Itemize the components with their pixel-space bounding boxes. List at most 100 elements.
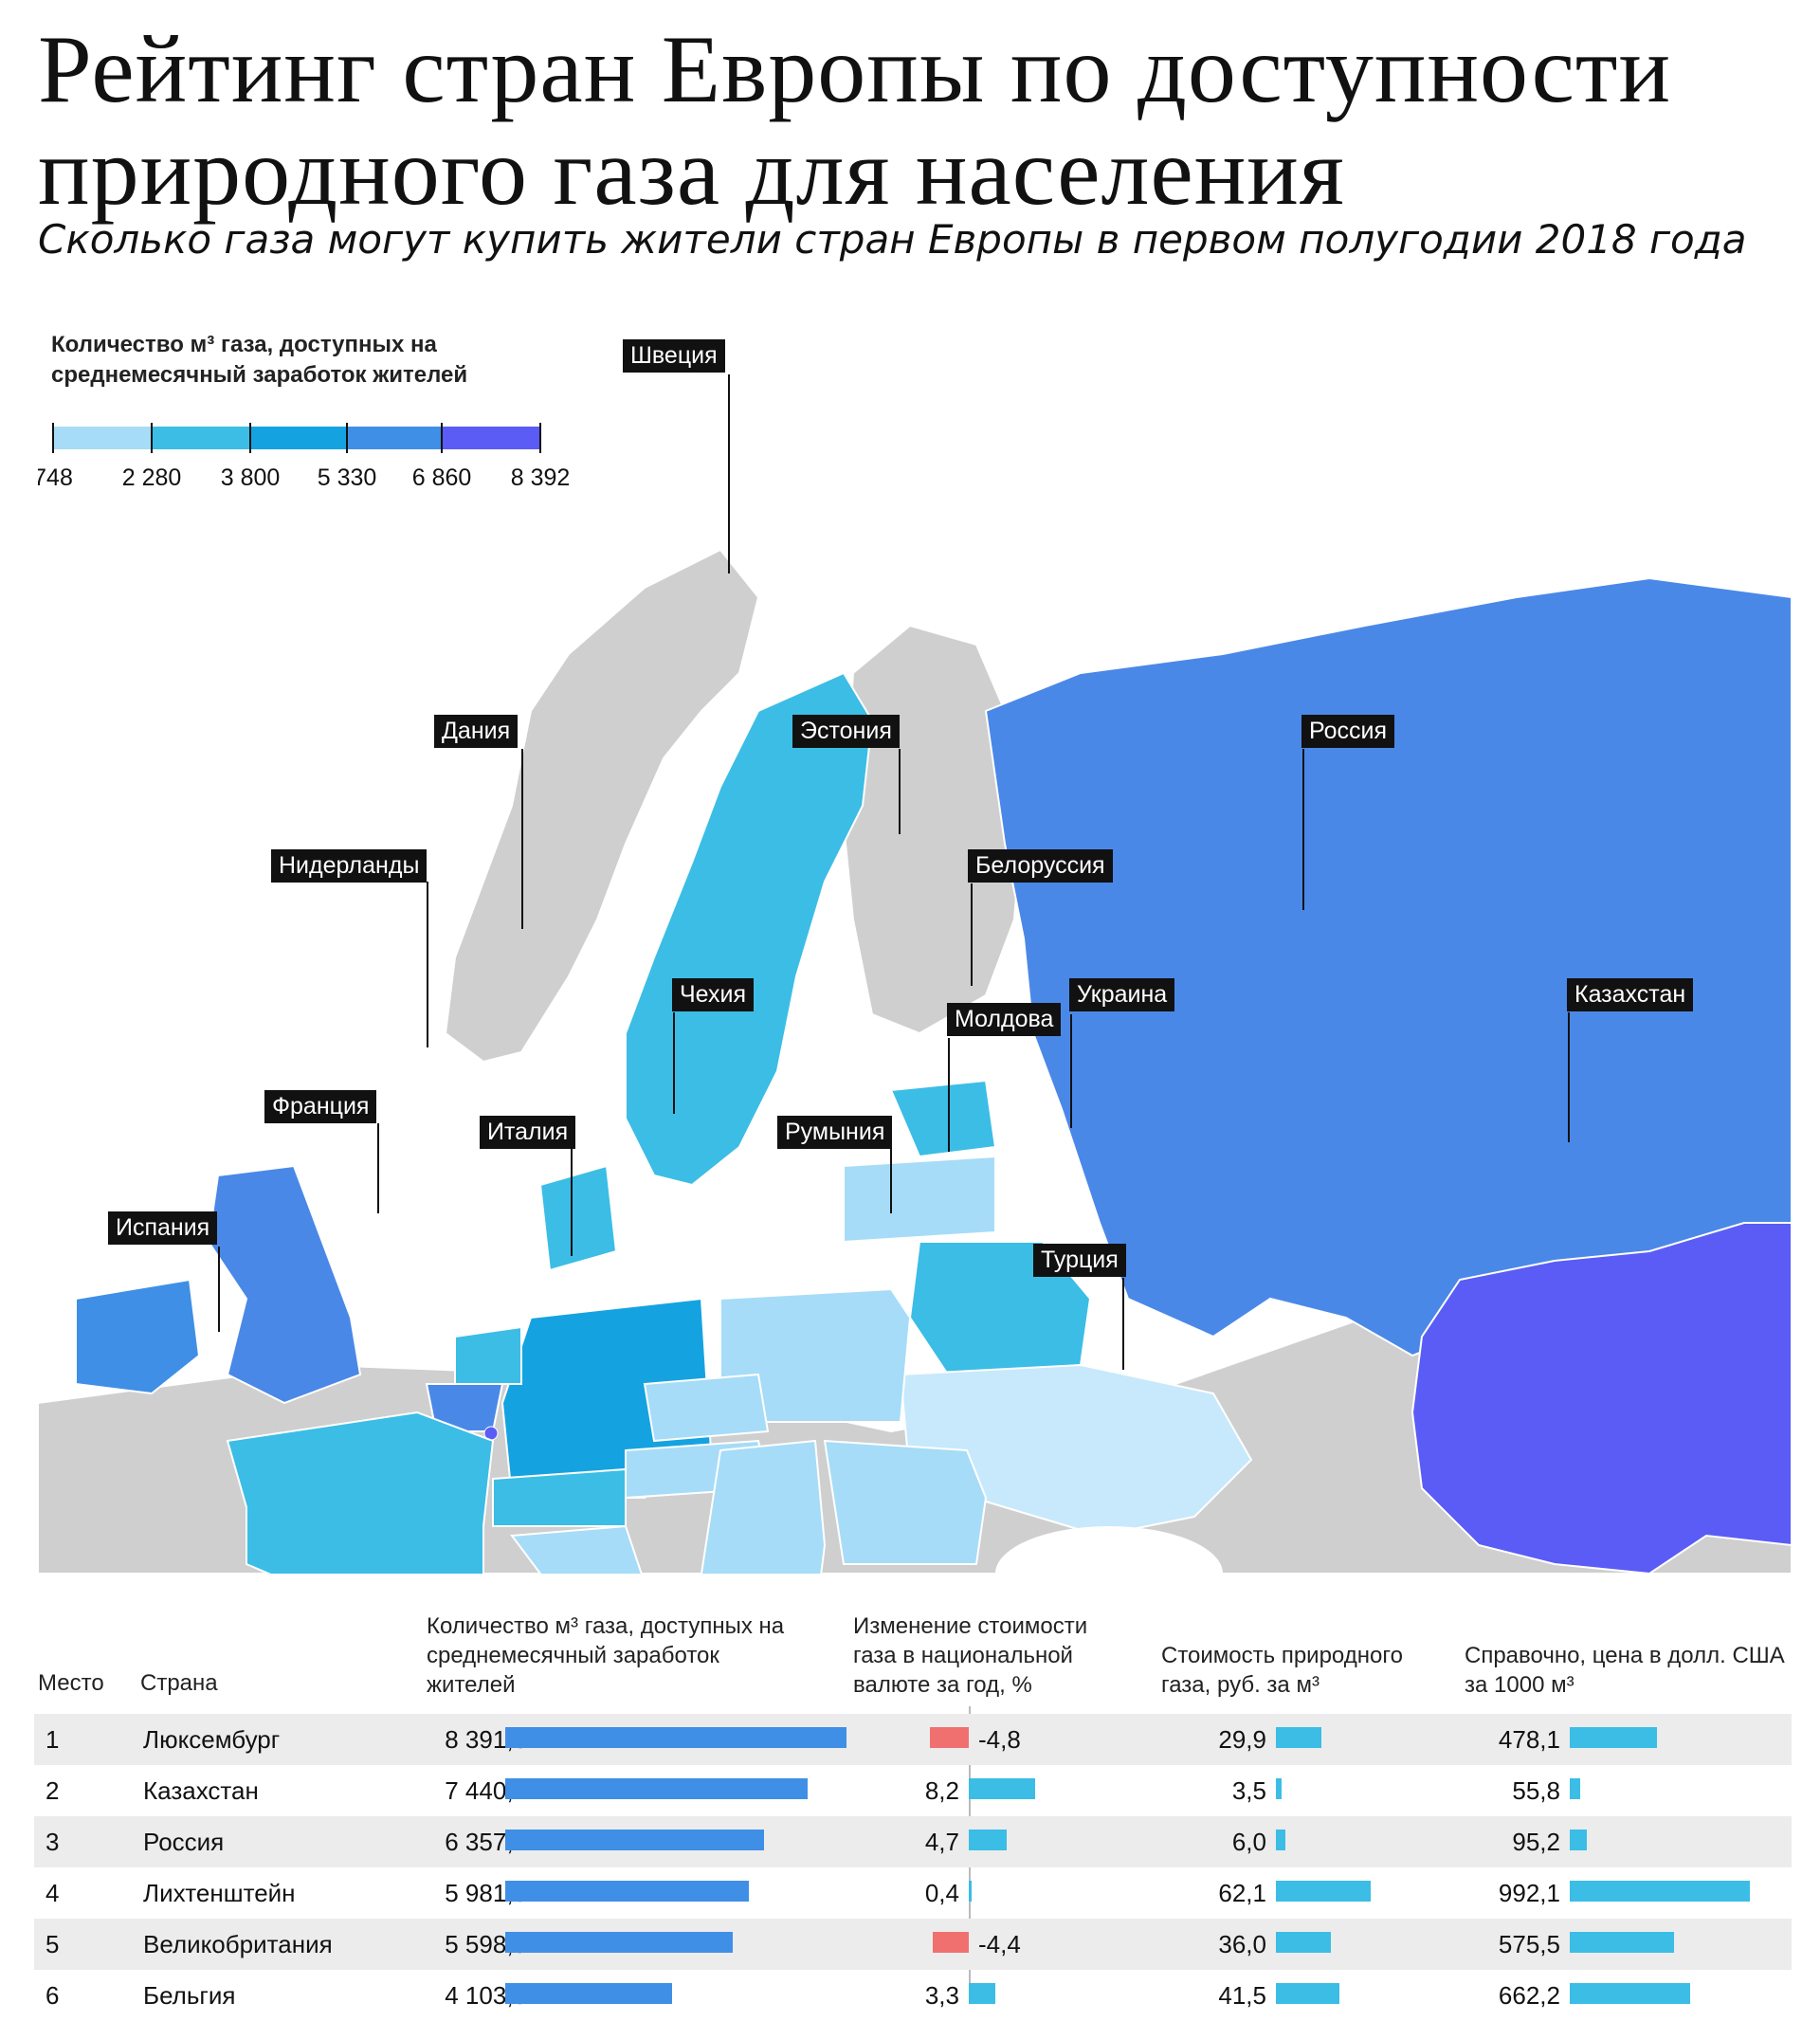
th-place: Место: [38, 1670, 104, 1696]
bar-cost: [1276, 1727, 1322, 1748]
bar-usd: [1570, 1727, 1657, 1748]
cell-usd: 992,1: [1498, 1879, 1560, 1907]
label-leaders: [218, 374, 1570, 1370]
map-label-turkey: Турция: [1033, 1244, 1126, 1277]
cell-place: 1: [46, 1725, 60, 1754]
th-usd: Справочно, цена в долл. США за 1000 м³: [1465, 1643, 1785, 1698]
bar-cost: [1276, 1778, 1282, 1799]
cell-usd: 478,1: [1498, 1725, 1560, 1754]
europe-map: [38, 313, 1792, 1574]
map-label-france: Франция: [264, 1090, 377, 1123]
cell-cost: 3,5: [1231, 1776, 1266, 1805]
cell-usd: 575,5: [1498, 1930, 1560, 1958]
map-label-italy: Италия: [480, 1116, 576, 1149]
bar-usd: [1570, 1830, 1588, 1850]
map-label-ukraine: Украина: [1069, 978, 1175, 1011]
cell-country: Великобритания: [143, 1930, 333, 1958]
cell-change: -4,8: [978, 1725, 1021, 1754]
map-label-russia: Россия: [1301, 715, 1394, 748]
cell-cost: 36,0: [1218, 1930, 1266, 1958]
cell-cost: 6,0: [1231, 1828, 1266, 1856]
legend-tick-1: 748: [38, 464, 73, 491]
map-region-czech: [643, 1373, 770, 1443]
page-subtitle: Сколько газа могут купить жители стран Е…: [38, 216, 1747, 263]
bar-usd: [1570, 1778, 1580, 1799]
map-region-uk: [207, 1164, 362, 1405]
bar-change: [969, 1983, 996, 2004]
cell-change: 3,3: [924, 1981, 959, 2010]
cell-country: Лихтенштейн: [143, 1879, 296, 1907]
map-label-denmark: Дания: [434, 715, 519, 748]
th-cost: Стоимость природного газа, руб. за м³: [1161, 1643, 1403, 1698]
map-region-balkans: [700, 1439, 827, 1574]
bar-gas: [505, 1983, 673, 2004]
map-label-netherlands: Нидерланды: [271, 849, 428, 883]
map-label-kazakhstan: Казахстан: [1567, 978, 1694, 1011]
th-country: Страна: [140, 1670, 218, 1696]
map-label-czech: Чехия: [672, 978, 755, 1011]
map-region-estonia: [889, 1079, 997, 1158]
map-label-sweden: Швеция: [623, 339, 725, 373]
legend-swatch-4: [347, 427, 442, 449]
cell-cost: 41,5: [1218, 1981, 1266, 2010]
bar-cost: [1276, 1830, 1285, 1850]
bar-gas: [505, 1830, 764, 1850]
table-row: 4 Лихтенштейн 5 981,5 0,4 62,1 992,1: [34, 1867, 1792, 1919]
bar-change: [969, 1881, 973, 1902]
cell-country: Бельгия: [143, 1981, 236, 2010]
map-region-italy: [510, 1524, 643, 1574]
bar-change: [969, 1830, 1008, 1850]
legend-swatch-1: [53, 427, 152, 449]
cell-change: 8,2: [924, 1776, 959, 1805]
cell-place: 6: [46, 1981, 60, 2010]
table-row: 1 Люксембург 8 391,6 -4,8 29,9 478,1: [34, 1714, 1792, 1765]
cell-change: 4,7: [924, 1828, 959, 1856]
cell-place: 3: [46, 1828, 60, 1856]
map-region-latvia-lithuania: [843, 1155, 996, 1244]
cell-usd: 662,2: [1498, 1981, 1560, 2010]
legend-scale: 748 2 280 3 800 5 330 6 860 8 392: [38, 423, 571, 491]
cell-change: 0,4: [924, 1879, 959, 1907]
bar-usd: [1570, 1983, 1690, 2004]
bar-cost: [1276, 1932, 1331, 1953]
table-row: 2 Казахстан 7 440,2 8,2 3,5 55,8: [34, 1765, 1792, 1816]
map-region-kazakhstan: [1410, 1222, 1792, 1574]
map-label-spain: Испания: [108, 1211, 218, 1245]
bar-cost: [1276, 1983, 1339, 2004]
cell-usd: 55,8: [1512, 1776, 1560, 1805]
table-row: 5 Великобритания 5 598,9 -4,4 36,0 575,5: [34, 1919, 1792, 1970]
map-svg: [38, 313, 1792, 1574]
map-region-france: [226, 1411, 495, 1574]
map-label-belarus: Белоруссия: [968, 849, 1113, 883]
cell-country: Люксембург: [143, 1725, 281, 1754]
map-region-netherlands: [454, 1325, 522, 1385]
legend-swatch-5: [442, 427, 540, 449]
map-label-moldova: Молдова: [947, 1003, 1062, 1036]
legend-title: Количество м³ газа, доступных на среднем…: [51, 332, 468, 388]
legend-tick-6: 8 392: [511, 464, 571, 491]
map-label-estonia: Эстония: [792, 715, 900, 748]
page-title: Рейтинг стран Европы по доступности прир…: [38, 16, 1672, 226]
th-gas: Количество м³ газа, доступных на среднем…: [427, 1613, 785, 1698]
bar-change: [930, 1727, 969, 1748]
bar-gas: [505, 1778, 809, 1799]
map-label-romania: Румыния: [777, 1116, 893, 1149]
bar-usd: [1570, 1881, 1750, 1902]
map-region-denmark: [538, 1164, 618, 1272]
cell-country: Казахстан: [143, 1776, 259, 1805]
bar-cost: [1276, 1881, 1371, 1902]
map-region-romania: [823, 1439, 988, 1565]
bar-gas: [505, 1727, 846, 1748]
cell-place: 2: [46, 1776, 60, 1805]
map-region-russia: [984, 576, 1792, 1357]
table-row: 6 Бельгия 4 103,9 3,3 41,5 662,2: [34, 1970, 1792, 2021]
map-region-norway: [444, 548, 760, 1064]
legend-tick-4: 5 330: [318, 464, 377, 491]
bar-usd: [1570, 1932, 1675, 1953]
legend-tick-5: 6 860: [412, 464, 472, 491]
bar-change: [933, 1932, 969, 1953]
cell-cost: 29,9: [1218, 1725, 1266, 1754]
bar-gas: [505, 1881, 749, 1902]
legend-swatch-3: [250, 427, 347, 449]
cell-country: Россия: [143, 1828, 225, 1856]
